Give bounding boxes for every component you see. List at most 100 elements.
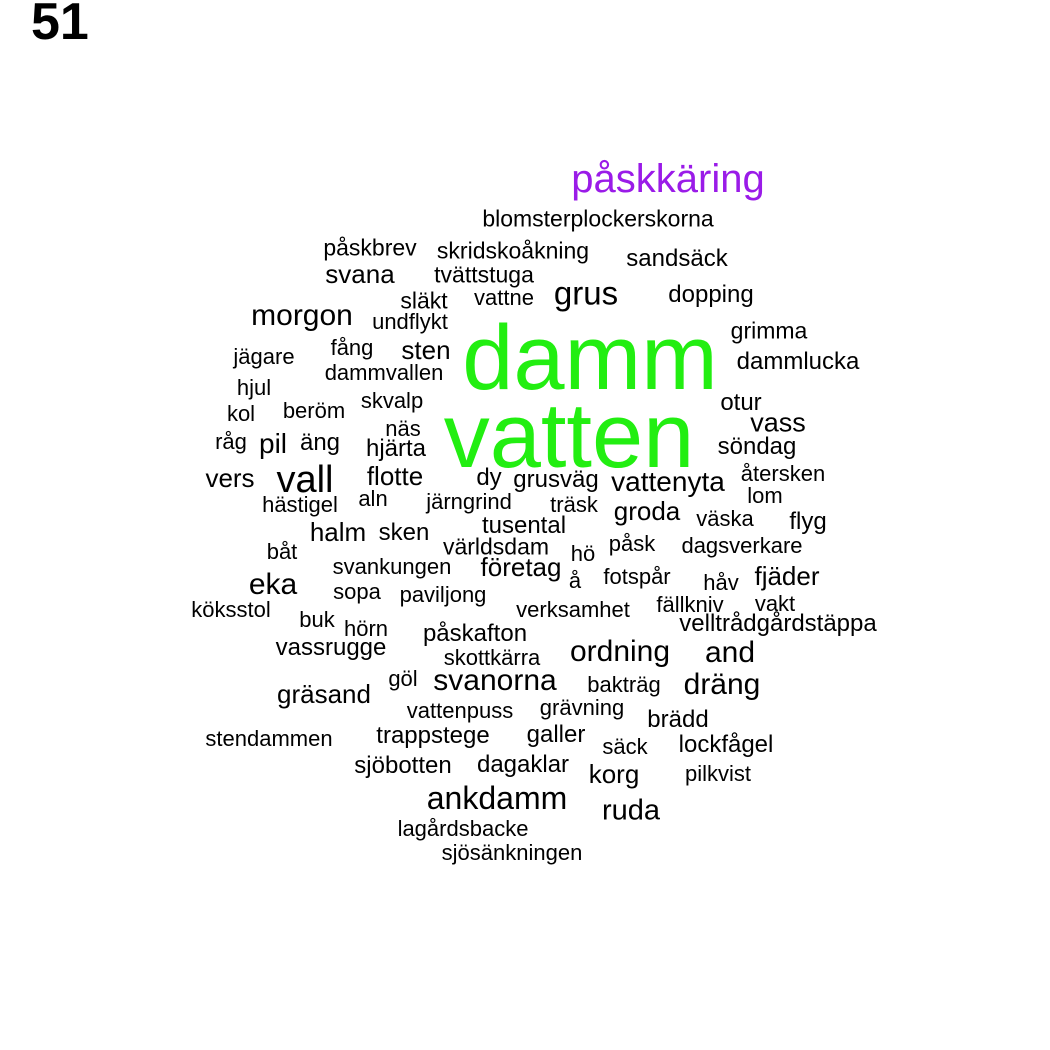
- word-otur: otur: [720, 389, 762, 416]
- word-velltradgardstappa: velltrådgårdstäppa: [679, 610, 877, 637]
- word-svana: svana: [325, 259, 395, 289]
- word-halm: halm: [309, 517, 367, 547]
- word-dagaklar: dagaklar: [476, 751, 570, 778]
- word-gol: göl: [388, 666, 418, 691]
- word-sjosankningen: sjösänkningen: [441, 840, 583, 865]
- word-damm: damm: [462, 307, 718, 409]
- word-gravning: grävning: [539, 695, 625, 720]
- word-skridskoakning: skridskoåkning: [436, 237, 590, 264]
- word-sjobotten: sjöbotten: [354, 752, 452, 779]
- word-jarngrind: järngrind: [426, 489, 512, 514]
- word-koksstol: köksstol: [191, 597, 271, 622]
- word-rag: råg: [215, 429, 247, 454]
- word-vatten: vatten: [443, 385, 695, 487]
- word-paskkaring: påskkäring: [571, 157, 765, 201]
- word-paskafton: påskafton: [422, 620, 528, 647]
- word-dagsverkare: dagsverkare: [681, 533, 803, 558]
- word-grasand: gräsand: [277, 679, 371, 709]
- word-sack: säck: [602, 734, 648, 759]
- word-and: and: [704, 636, 756, 669]
- word-dopping: dopping: [668, 281, 754, 308]
- word-flyg: flyg: [789, 508, 827, 535]
- word-fjader: fjäder: [754, 561, 820, 591]
- word-lom: lom: [747, 483, 783, 508]
- word-vattne: vattne: [474, 285, 534, 310]
- word-nas: näs: [385, 416, 421, 441]
- word-sandsack: sandsäck: [626, 245, 728, 272]
- word-trappstege: trappstege: [376, 722, 490, 749]
- word-ho: hö: [570, 541, 596, 566]
- word-grus: grus: [553, 274, 619, 312]
- word-pil: pil: [258, 428, 288, 459]
- word-a: å: [568, 568, 582, 593]
- word-kol: kol: [226, 401, 256, 426]
- word-bat: båt: [266, 539, 298, 564]
- word-vassrugge: vassrugge: [275, 634, 387, 661]
- word-sopa: sopa: [333, 579, 381, 604]
- word-drang: dräng: [683, 668, 761, 701]
- word-tvattstuga: tvättstuga: [434, 261, 534, 288]
- word-vall: vall: [276, 459, 334, 501]
- word-vaska: väska: [696, 506, 754, 531]
- word-sondag: söndag: [717, 433, 797, 460]
- word-stendammen: stendammen: [205, 726, 333, 751]
- word-fang: fång: [330, 335, 374, 360]
- word-morgon: morgon: [251, 299, 353, 332]
- word-hjul: hjul: [236, 375, 272, 400]
- word-bradd: brädd: [647, 706, 709, 733]
- word-lagardsbacke: lagårdsbacke: [397, 816, 529, 841]
- word-varldsdam: världsdam: [442, 533, 550, 560]
- word-vattenpuss: vattenpuss: [406, 698, 514, 723]
- word-skvalp: skvalp: [360, 388, 424, 413]
- word-blomsterplockerskorna: blomsterplockerskorna: [482, 205, 714, 232]
- word-eka: eka: [248, 568, 298, 601]
- word-grusvag: grusväg: [513, 466, 599, 493]
- word-paskbrev: påskbrev: [323, 234, 417, 261]
- word-dammlucka: dammlucka: [736, 348, 860, 375]
- word-grimma: grimma: [730, 317, 808, 344]
- word-dammvallen: dammvallen: [324, 360, 444, 385]
- word-vers: vers: [205, 463, 255, 493]
- word-sken: sken: [378, 519, 430, 546]
- word-ruda: ruda: [601, 794, 661, 827]
- word-aln: aln: [358, 486, 388, 511]
- word-vattenyta: vattenyta: [611, 466, 725, 497]
- word-buk: buk: [299, 607, 335, 632]
- word-korg: korg: [588, 759, 640, 789]
- word-sten: sten: [401, 335, 451, 365]
- word-hastigel: hästigel: [262, 492, 338, 517]
- word-paviljong: paviljong: [399, 582, 487, 607]
- panel-number: 51: [31, 0, 89, 51]
- word-vass: vass: [750, 407, 806, 438]
- word-dy: dy: [476, 464, 502, 491]
- word-trask: träsk: [550, 492, 598, 517]
- word-fallkniv: fällkniv: [656, 592, 724, 617]
- word-baktrag: bakträg: [587, 672, 661, 697]
- word-pask: påsk: [608, 531, 656, 556]
- word-skottkarra: skottkärra: [443, 645, 541, 670]
- word-ordning: ordning: [569, 635, 671, 668]
- word-jagare: jägare: [233, 344, 295, 369]
- word-ankdamm: ankdamm: [426, 780, 568, 816]
- word-ang: äng: [299, 429, 341, 456]
- word-berom: beröm: [282, 398, 346, 423]
- word-hav: håv: [703, 570, 739, 595]
- word-horn: hörn: [343, 616, 389, 641]
- word-groda: groda: [613, 496, 681, 526]
- word-galler: galler: [526, 721, 586, 748]
- word-lockfagel: lockfågel: [678, 731, 774, 758]
- word-svankungen: svankungen: [332, 554, 452, 579]
- word-verksamhet: verksamhet: [516, 597, 630, 622]
- word-tusental: tusental: [481, 512, 567, 539]
- word-fotspar: fotspår: [603, 564, 671, 589]
- word-slakt: släkt: [400, 287, 448, 314]
- word-foretag: företag: [480, 552, 562, 582]
- word-vakt: vakt: [754, 591, 796, 616]
- word-svanorna: svanorna: [433, 664, 557, 697]
- word-hjarta: hjärta: [365, 435, 427, 462]
- word-undflykt: undflykt: [372, 309, 448, 334]
- word-atersken: återsken: [740, 461, 826, 486]
- word-pilkvist: pilkvist: [684, 761, 752, 786]
- word-flotte: flotte: [366, 461, 424, 491]
